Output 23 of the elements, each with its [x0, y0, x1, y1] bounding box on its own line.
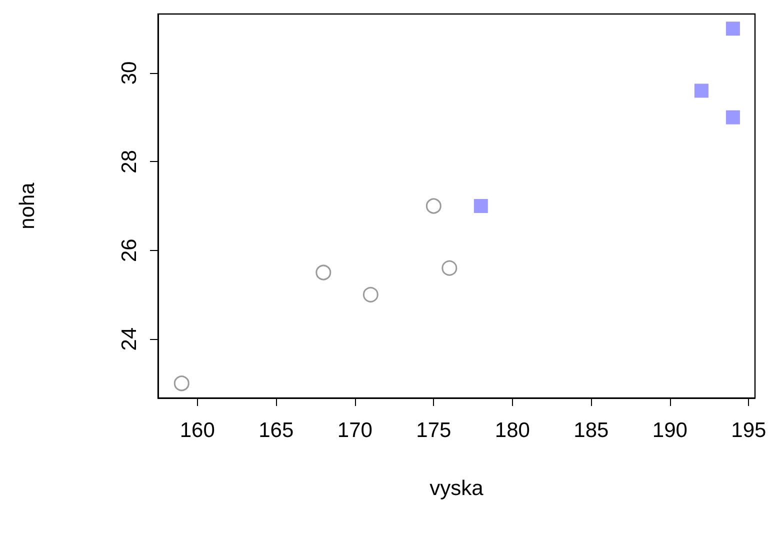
- point: [174, 376, 190, 392]
- y-tick-label: 24: [118, 327, 141, 351]
- x-tick-label: 185: [574, 419, 609, 442]
- point: [726, 110, 740, 124]
- x-tick-label: 160: [180, 419, 215, 442]
- y-axis-title: noha: [16, 182, 39, 230]
- point: [694, 84, 708, 98]
- point: [726, 22, 740, 36]
- point: [426, 198, 442, 214]
- point: [442, 260, 458, 276]
- x-tick-label: 170: [337, 419, 372, 442]
- x-tick-label: 190: [652, 419, 688, 442]
- point: [474, 199, 488, 213]
- point: [362, 286, 378, 302]
- x-tick-label: 195: [731, 419, 766, 442]
- y-tick-label: 30: [118, 61, 141, 85]
- y-tick-label: 28: [118, 150, 141, 174]
- x-axis-title: vyska: [430, 477, 484, 500]
- x-tick-label: 180: [494, 419, 530, 442]
- point: [316, 264, 332, 280]
- x-tick-label: 175: [416, 419, 452, 442]
- y-tick-label: 26: [118, 238, 141, 262]
- x-tick-label: 165: [258, 419, 294, 442]
